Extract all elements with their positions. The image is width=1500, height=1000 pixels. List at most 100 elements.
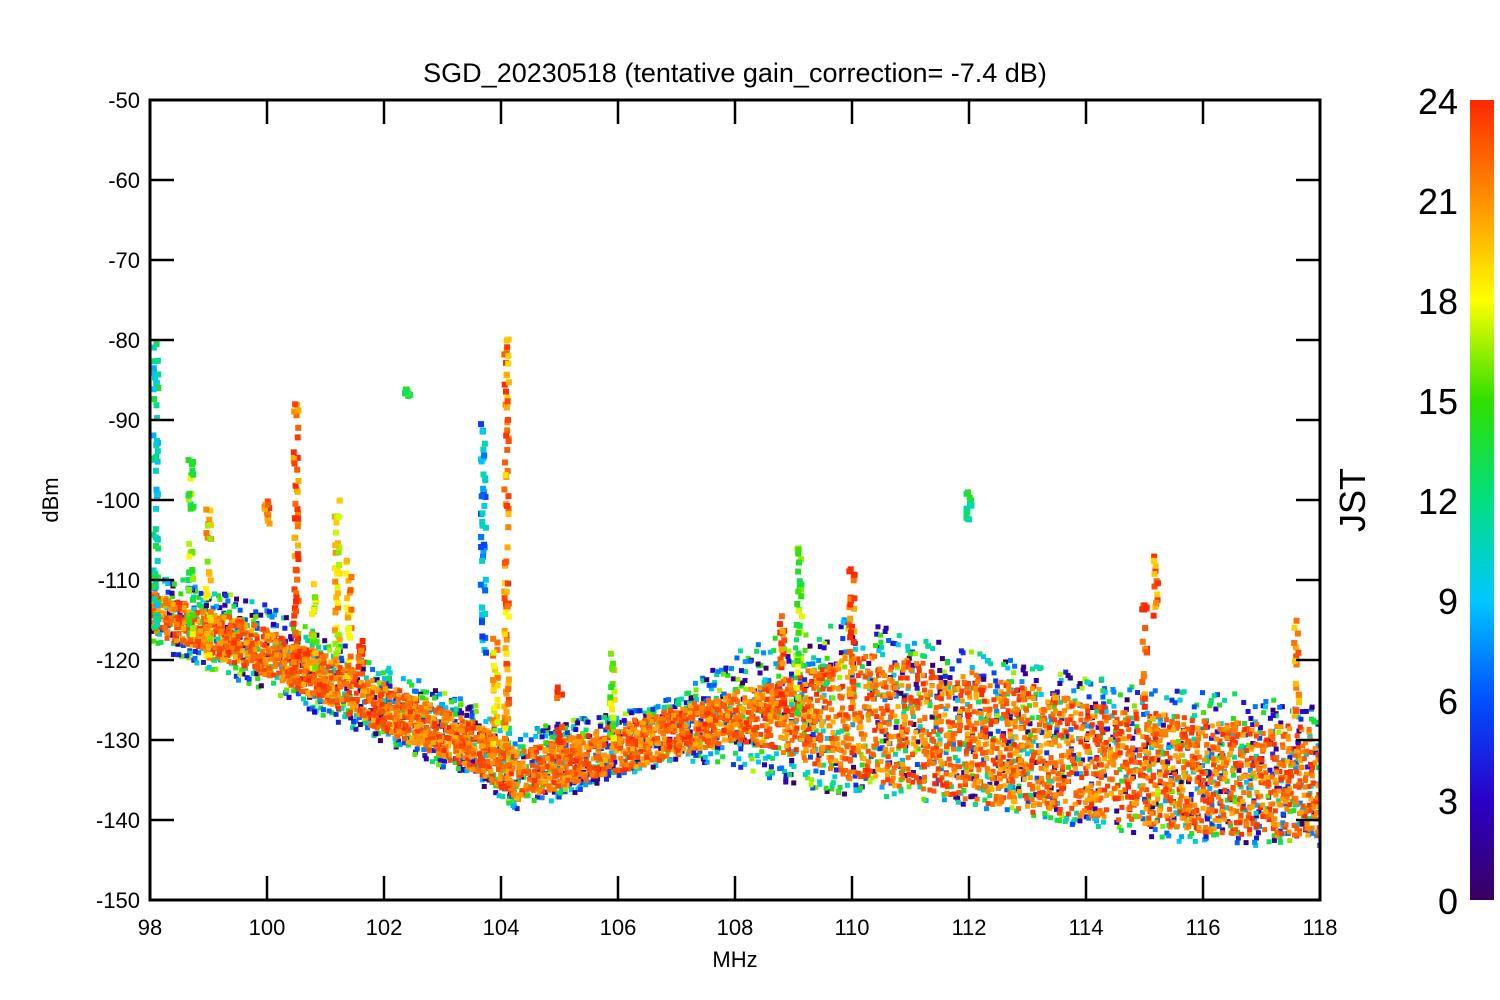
data-point [978, 746, 984, 752]
data-point [167, 621, 173, 627]
data-point [1070, 752, 1076, 758]
data-point [879, 767, 885, 773]
data-point [740, 714, 746, 720]
data-point [653, 743, 659, 749]
data-point [1145, 775, 1151, 781]
data-point [1056, 818, 1062, 824]
data-point [1117, 721, 1123, 727]
data-point [792, 675, 798, 681]
data-point [1033, 792, 1039, 798]
data-point [990, 745, 996, 751]
data-point [638, 745, 644, 751]
data-point [1062, 708, 1068, 714]
data-point [855, 747, 861, 753]
data-point [1103, 739, 1109, 745]
data-point [225, 670, 231, 676]
data-point [988, 661, 994, 667]
data-point [264, 645, 270, 651]
data-point [826, 664, 832, 670]
data-point [572, 750, 578, 756]
data-point [1231, 772, 1237, 778]
data-point [891, 791, 897, 797]
data-point [957, 783, 963, 789]
data-point [1005, 721, 1011, 727]
data-point [316, 652, 322, 658]
data-point [946, 694, 952, 700]
data-point [653, 763, 659, 769]
data-point [828, 763, 834, 769]
data-point [492, 751, 498, 757]
data-point [1129, 776, 1135, 782]
data-point [1063, 669, 1069, 675]
data-point [613, 748, 619, 754]
data-point [916, 691, 922, 697]
data-point [733, 707, 739, 713]
data-point [958, 693, 964, 699]
data-point [391, 729, 397, 735]
data-point [271, 651, 277, 657]
data-point [1229, 767, 1235, 773]
data-point [957, 741, 963, 747]
data-point [677, 723, 683, 729]
data-point [1211, 779, 1217, 785]
data-point [264, 627, 270, 633]
data-point [1280, 759, 1286, 765]
data-point [730, 676, 736, 682]
data-point [465, 757, 471, 763]
data-point [777, 686, 783, 692]
data-point [1061, 778, 1067, 784]
data-point [1078, 771, 1084, 777]
data-point [805, 668, 811, 674]
data-point [642, 717, 648, 723]
data-point [1249, 773, 1255, 779]
data-point [693, 687, 699, 693]
data-point [855, 770, 861, 776]
data-point [965, 681, 971, 687]
data-point [989, 787, 995, 793]
data-point [786, 658, 792, 664]
data-point [1099, 676, 1105, 682]
data-point [254, 671, 260, 677]
data-point [539, 734, 545, 740]
data-point [969, 665, 975, 671]
data-point [1025, 729, 1031, 735]
data-point [254, 633, 260, 639]
data-point [734, 655, 740, 661]
data-point [1265, 793, 1271, 799]
data-point [1102, 772, 1108, 778]
data-point [1184, 818, 1190, 824]
data-point [219, 645, 225, 651]
data-point [646, 707, 652, 713]
data-point [899, 682, 905, 688]
data-point [1291, 832, 1297, 838]
data-point [1187, 776, 1193, 782]
data-point [432, 688, 438, 694]
data-point [283, 691, 289, 697]
data-point [1026, 737, 1032, 743]
data-point [1255, 830, 1261, 836]
data-point [952, 763, 958, 769]
data-point [1279, 831, 1285, 837]
data-point [946, 756, 952, 762]
data-point [554, 724, 560, 730]
data-point [987, 792, 993, 798]
data-point [1237, 795, 1243, 801]
data-point [1306, 784, 1312, 790]
data-point [557, 759, 563, 765]
data-point [765, 771, 771, 777]
data-point [577, 744, 583, 750]
data-point [1076, 793, 1082, 799]
data-point [409, 682, 415, 688]
data-point [998, 699, 1004, 705]
data-point [998, 689, 1004, 695]
data-point [852, 711, 858, 717]
data-point [606, 772, 612, 778]
data-point [1124, 721, 1130, 727]
data-point [194, 660, 200, 666]
data-point [235, 658, 241, 664]
data-point [1056, 810, 1062, 816]
data-point [728, 666, 734, 672]
data-point [1093, 818, 1099, 824]
data-point [306, 647, 312, 653]
data-point [1216, 818, 1222, 824]
